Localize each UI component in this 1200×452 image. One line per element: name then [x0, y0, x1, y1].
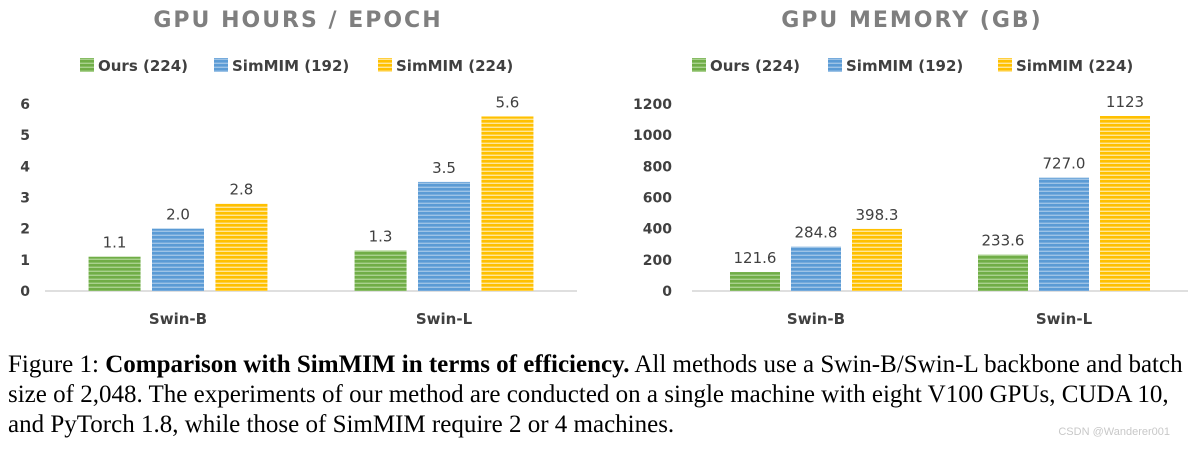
figure-charts: GPU HOURS / EPOCH Ours (224) SimMIM (192…: [20, 8, 1188, 328]
legend-label-ours: Ours (224): [98, 57, 188, 75]
legend: Ours (224) SimMIM (192) SimMIM (224): [692, 57, 1133, 75]
data-label: 2.0: [166, 206, 190, 224]
data-label: 233.6: [982, 232, 1025, 250]
y-tick-label: 1000: [633, 128, 672, 144]
chart-title: GPU HOURS / EPOCH: [153, 8, 442, 33]
y-tick-label: 1200: [633, 97, 672, 113]
y-tick-label: 1: [20, 253, 30, 269]
legend-label-simmim-224: SimMIM (224): [1016, 57, 1133, 75]
legend-swatch-simmim-192: [828, 58, 842, 72]
bar-ours-swin-l: [978, 254, 1028, 291]
bar-simmim-224-swin-l: [1100, 115, 1150, 291]
x-category-label: Swin-B: [787, 310, 845, 328]
bar-simmim-224-swin-b: [215, 203, 268, 291]
data-label: 1.1: [103, 234, 127, 252]
caption-prefix: Figure 1:: [8, 351, 106, 378]
gpu-memory-chart: GPU MEMORY (GB) Ours (224) SimMIM (192) …: [633, 8, 1188, 328]
bar-simmim-224-swin-b: [852, 228, 902, 291]
legend-label-ours: Ours (224): [710, 57, 800, 75]
bar-simmim-192-swin-l: [418, 181, 470, 291]
watermark: CSDN @Wanderer001: [1058, 426, 1170, 438]
plot-area: 0 1 2 3 4 5 6 1.1 2.0 2.8 Swin-B 1.3 3.5 5.6 Swin-L: [20, 93, 577, 328]
y-tick-label: 6: [20, 97, 30, 113]
x-category-label: Swin-L: [416, 310, 473, 328]
bar-ours-swin-b: [730, 272, 780, 291]
data-label: 398.3: [856, 206, 899, 224]
y-tick-label: 800: [643, 159, 672, 175]
data-label: 1123: [1106, 93, 1144, 111]
legend-label-simmim-224: SimMIM (224): [396, 57, 513, 75]
bar-simmim-224-swin-l: [481, 116, 534, 291]
y-tick-label: 2: [20, 222, 30, 238]
legend-label-simmim-192: SimMIM (192): [846, 57, 963, 75]
data-label: 121.6: [734, 249, 777, 267]
legend-label-simmim-192: SimMIM (192): [232, 57, 349, 75]
plot-area: 0 200 400 600 800 1000 1200 121.6 284.8 398.3 Swin…: [633, 93, 1188, 328]
data-label: 3.5: [432, 159, 456, 177]
y-tick-label: 0: [662, 284, 672, 300]
legend-swatch-simmim-224: [378, 58, 392, 72]
y-tick-label: 600: [643, 191, 672, 207]
y-tick-label: 200: [643, 253, 672, 269]
data-label: 5.6: [496, 93, 520, 111]
bar-ours-swin-l: [354, 250, 407, 291]
y-tick-label: 4: [20, 159, 30, 175]
caption-body: All methods use a Swin-B/Swin-L backbone…: [8, 351, 1183, 438]
legend-swatch-ours: [692, 58, 706, 72]
bar-simmim-192-swin-l: [1039, 177, 1089, 291]
data-label: 2.8: [230, 181, 254, 199]
bar-ours-swin-b: [88, 256, 141, 291]
legend-swatch-ours: [80, 58, 94, 72]
legend-swatch-simmim-192: [214, 58, 228, 72]
caption-bold-title: Comparison with SimMIM in terms of effic…: [105, 351, 630, 378]
figure-caption: Figure 1: Comparison with SimMIM in term…: [8, 350, 1198, 440]
y-tick-label: 0: [20, 284, 30, 300]
gpu-hours-chart: GPU HOURS / EPOCH Ours (224) SimMIM (192…: [20, 8, 577, 328]
chart-title: GPU MEMORY (GB): [781, 8, 1042, 33]
legend-swatch-simmim-224: [998, 58, 1012, 72]
x-category-label: Swin-B: [149, 310, 207, 328]
y-tick-label: 5: [20, 128, 30, 144]
legend: Ours (224) SimMIM (192) SimMIM (224): [80, 57, 513, 75]
x-category-label: Swin-L: [1036, 310, 1093, 328]
y-tick-label: 3: [20, 191, 30, 207]
data-label: 1.3: [369, 227, 393, 245]
bar-simmim-192-swin-b: [791, 246, 841, 291]
bar-simmim-192-swin-b: [152, 228, 204, 291]
data-label: 284.8: [795, 224, 838, 242]
y-tick-label: 400: [643, 222, 672, 238]
data-label: 727.0: [1043, 155, 1086, 173]
